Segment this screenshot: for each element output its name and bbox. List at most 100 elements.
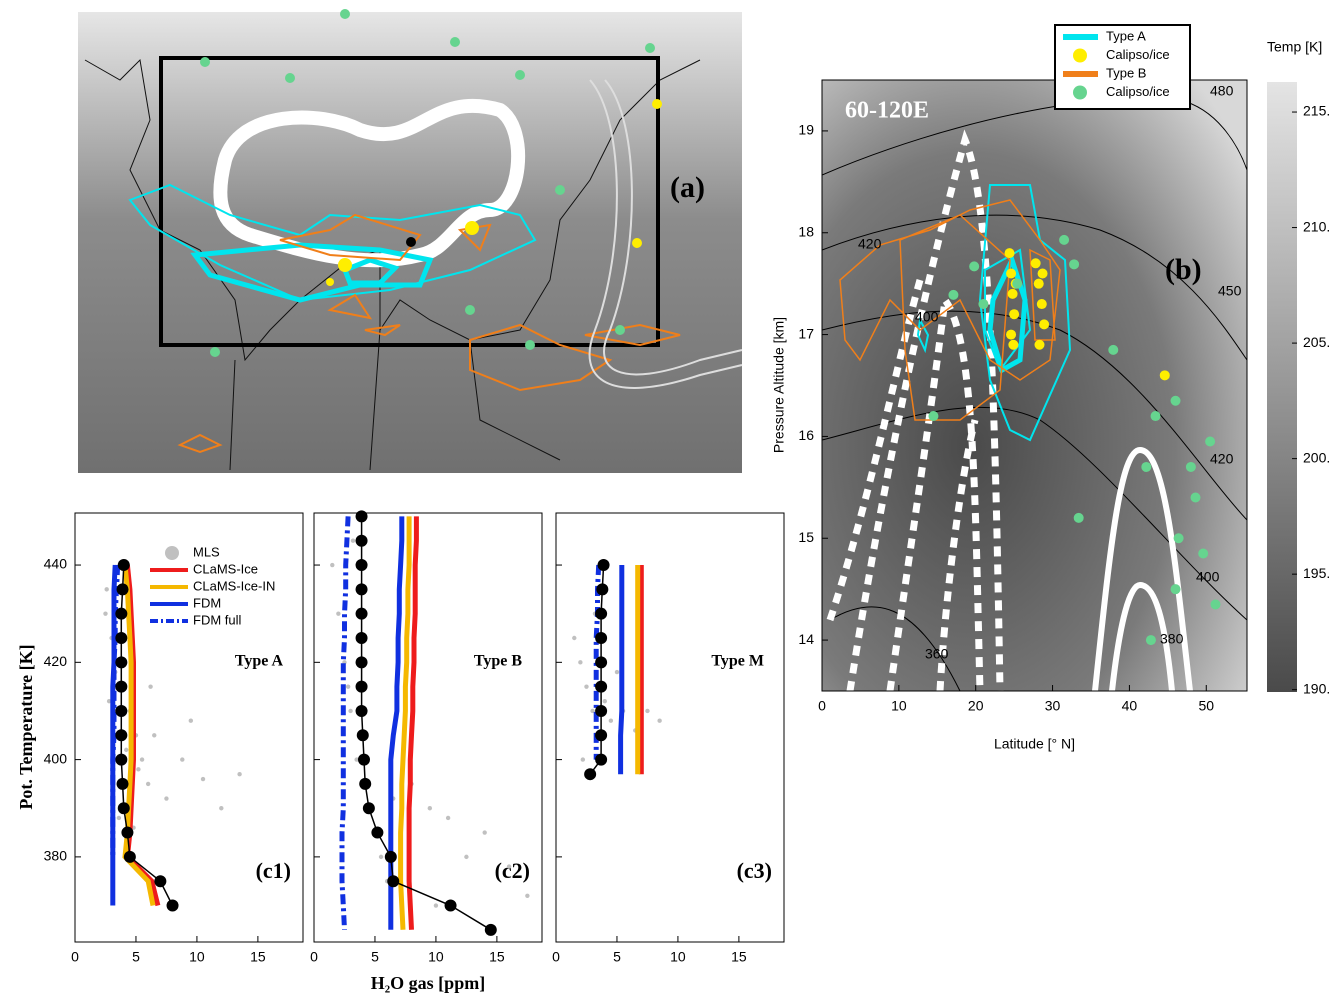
x-tick-label: 5	[371, 949, 379, 965]
profile-dot	[115, 680, 128, 693]
point	[1030, 258, 1041, 269]
profile-dot	[115, 632, 128, 645]
point	[1108, 344, 1119, 355]
mls-point	[124, 747, 129, 753]
y-tick-label: 420	[44, 653, 68, 669]
y-tick-label: 17	[798, 325, 814, 341]
y-tick-label: 380	[44, 848, 68, 864]
mls-point	[602, 699, 607, 704]
mls-point	[116, 815, 122, 821]
contour-label: 420	[1210, 451, 1234, 467]
plot-frame	[821, 79, 1248, 692]
mls-point	[525, 893, 530, 898]
point	[1170, 395, 1181, 406]
mls-point	[608, 718, 614, 723]
profile-dot	[154, 875, 167, 888]
y-tick-label: 18	[798, 223, 814, 239]
mls-point	[145, 781, 151, 787]
point	[1037, 268, 1048, 279]
profile-dot	[355, 680, 368, 693]
mls-point	[152, 733, 157, 738]
profile-line	[589, 564, 605, 775]
profile-dot	[595, 704, 608, 717]
mls-point	[350, 538, 356, 543]
mls-point	[378, 854, 384, 860]
x-tick-label: 0	[71, 949, 79, 965]
y-tick-label: 14	[798, 631, 814, 647]
point	[1007, 288, 1018, 299]
point	[1034, 339, 1045, 350]
profile-dot	[584, 768, 597, 781]
mls-point	[572, 635, 577, 641]
x-tick-label: 10	[891, 698, 907, 714]
mls-point	[106, 699, 112, 704]
profile-dot	[355, 534, 368, 547]
profile-dot	[116, 583, 129, 596]
profile-line	[360, 516, 492, 931]
model-line	[618, 565, 625, 775]
calipso-ice-dots	[326, 99, 662, 286]
point	[1210, 599, 1221, 610]
colorbar-tick-label: 200.	[1303, 449, 1330, 465]
mls-point	[104, 587, 109, 592]
x-tick-label: 5	[613, 949, 621, 965]
colorbar-tick-label: 210.	[1303, 218, 1330, 234]
mls-point	[584, 684, 589, 689]
point	[1141, 461, 1152, 472]
profile-dot	[355, 656, 368, 669]
profile-dot	[384, 850, 397, 863]
mls-point	[657, 718, 662, 723]
profile-dot	[355, 704, 368, 717]
model-line	[122, 564, 156, 906]
legend-label: FDM	[193, 595, 221, 610]
profile-dot	[595, 632, 608, 645]
calipso-dots	[200, 9, 655, 357]
legend-label: Calipso/ice	[1106, 47, 1170, 62]
panel-label: (a)	[670, 171, 705, 204]
point	[1159, 370, 1170, 381]
panel-annotation: 60-120E	[845, 98, 929, 124]
mls-point	[345, 684, 351, 689]
model-line	[398, 516, 412, 930]
point	[1009, 309, 1020, 320]
y-tick-label: 400	[44, 750, 68, 766]
model-line	[406, 516, 419, 930]
profile-dot	[355, 632, 368, 645]
isoline	[588, 79, 743, 389]
profile-dot	[117, 802, 130, 815]
legend-label: CLaMS-Ice	[193, 561, 258, 576]
profile-dot	[115, 729, 128, 742]
model-line	[593, 564, 602, 760]
contour-label: 380	[1160, 631, 1184, 647]
point	[1012, 278, 1023, 289]
mls-point	[180, 757, 185, 762]
mls-point	[219, 806, 224, 811]
x-axis-title: Latitude [° N]	[994, 736, 1075, 752]
x-tick-label: 15	[489, 949, 505, 965]
profile-dot	[362, 802, 375, 815]
plot-frame	[74, 512, 304, 943]
point	[969, 261, 980, 272]
panel-annotation: (b)	[1165, 253, 1202, 286]
mls-point	[506, 864, 512, 869]
point	[1173, 533, 1184, 544]
profile-dot	[595, 680, 608, 693]
region-box	[159, 56, 660, 347]
point	[1145, 635, 1156, 646]
x-tick-label: 10	[428, 949, 444, 965]
contour-label: 450	[1218, 283, 1242, 299]
point	[978, 299, 989, 310]
mls-point	[580, 757, 586, 762]
mls-point	[645, 708, 650, 714]
profile-dot	[123, 850, 136, 863]
point	[1004, 248, 1015, 259]
profile-dot	[359, 777, 372, 790]
mls-point	[464, 854, 469, 860]
mls-point	[237, 771, 242, 777]
profile-dot	[115, 753, 128, 766]
contour-label: 400	[915, 309, 939, 325]
x-tick-label: 30	[1045, 698, 1061, 714]
mls-point	[445, 815, 451, 821]
mls-point	[136, 767, 141, 772]
